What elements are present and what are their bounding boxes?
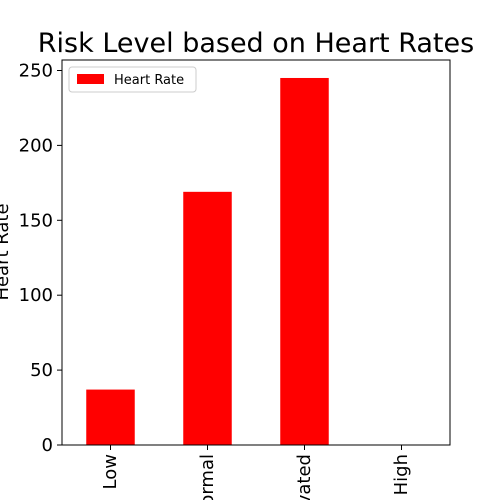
x-tick-label-normal: Normal [197, 454, 218, 500]
y-tick-label: 50 [30, 360, 53, 381]
y-tick-label: 150 [19, 210, 53, 231]
bar-low [86, 389, 135, 445]
bar-elevated [280, 77, 329, 445]
x-tick-label-low: Low [100, 454, 121, 489]
y-tick-label: 250 [19, 60, 53, 81]
legend-label: Heart Rate [114, 73, 184, 88]
bars-layer [86, 77, 329, 445]
chart-title: Risk Level based on Heart Rates [38, 28, 474, 59]
x-axis-ticks: Low Normal Elevated High [100, 445, 412, 500]
y-axis-ticks: 0 50 100 150 200 250 [19, 60, 62, 456]
x-tick-label-high: High [391, 454, 412, 495]
y-axis-label: Heart Rate [0, 203, 13, 300]
y-tick-label: 200 [19, 135, 53, 156]
y-tick-label: 0 [42, 435, 53, 456]
bar-normal [183, 191, 232, 445]
legend-box [68, 66, 197, 93]
y-tick-label: 100 [19, 285, 53, 306]
legend: Heart Rate [68, 66, 197, 93]
x-tick-label-elevated: Elevated [294, 454, 315, 500]
plot-frame [61, 59, 451, 446]
legend-swatch [77, 74, 104, 84]
